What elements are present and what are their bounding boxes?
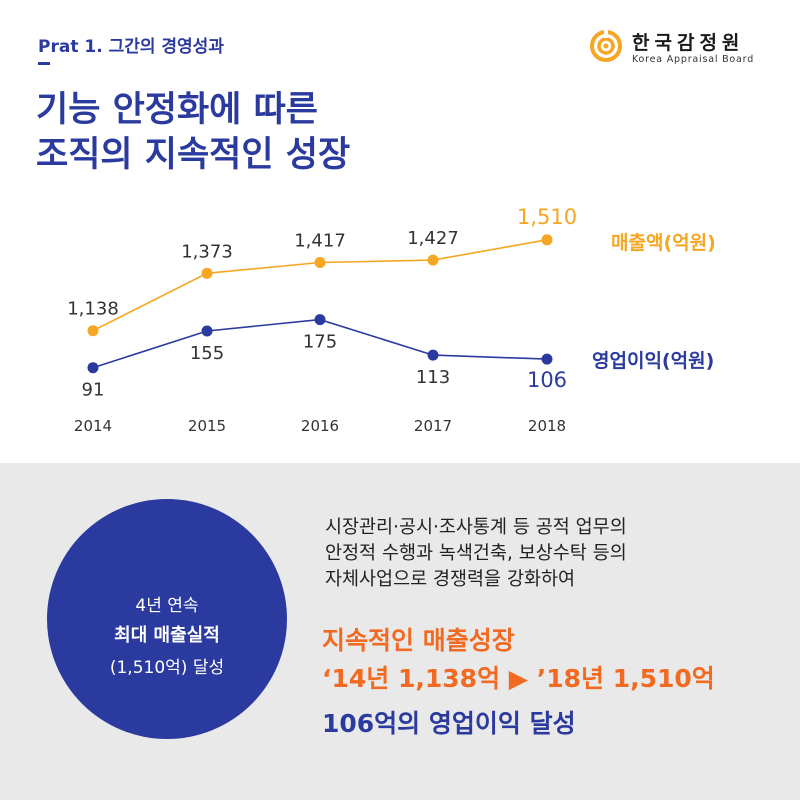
- kab-logo: 한국감정원 Korea Appraisal Board: [590, 26, 780, 68]
- legend-sales: 매출액(억원): [611, 232, 716, 254]
- profit-point-2018: [541, 353, 553, 365]
- legend-profit: 영업이익(억원): [592, 350, 714, 372]
- circle-line-2: 최대 매출실적: [114, 625, 220, 646]
- title-line-2: 조직의 지속적인 성장: [36, 135, 351, 175]
- sales-growth-highlight: 지속적인 매출성장 ‘14년 1,138억 ▶ ’18년 1,510억: [322, 622, 715, 698]
- sales-point-2017: [427, 254, 439, 266]
- profit-point-2017: [427, 349, 439, 361]
- section-label: Prat 1. 그간의 경영성과: [38, 37, 224, 57]
- profit-label-2018: 106: [527, 368, 567, 392]
- profit-label-2015: 155: [190, 343, 224, 364]
- title-line-1: 기능 안정화에 따른: [36, 90, 318, 130]
- sales-label-2014: 1,138: [67, 299, 119, 320]
- description-line-2: 안정적 수행과 녹색건축, 보상수탁 등의: [325, 543, 627, 564]
- x-tick-2015: 2015: [188, 417, 226, 435]
- x-tick-2018: 2018: [528, 417, 566, 435]
- sales-label-2015: 1,373: [181, 241, 233, 262]
- circle-line-3: (1,510억) 달성: [109, 658, 225, 678]
- profit-point-2015: [201, 325, 213, 337]
- description-text: 시장관리·공시·조사통계 등 공적 업무의 안정적 수행과 녹색건축, 보상수탁…: [325, 515, 627, 593]
- page-title: 기능 안정화에 따른 조직의 지속적인 성장: [36, 88, 350, 178]
- top-section: Prat 1. 그간의 경영성과 기능 안정화에 따른 조직의 지속적인 성장 …: [36, 26, 780, 435]
- performance-line-chart: 1,138 1,373 1,417 1,427 1,510 91 155 175 113 106 2…: [67, 205, 716, 435]
- operating-profit-highlight: 106억의 영업이익 달성: [322, 709, 576, 738]
- profit-label-2014: 91: [82, 380, 105, 401]
- sales-point-2016: [314, 257, 326, 268]
- x-tick-2014: 2014: [74, 417, 112, 435]
- profit-point-2016: [314, 314, 326, 326]
- profit-label-2016: 175: [303, 332, 337, 353]
- profit-label-2017: 113: [416, 367, 450, 388]
- x-tick-2017: 2017: [414, 417, 452, 435]
- highlight-line-2: ‘14년 1,138억 ▶ ’18년 1,510억: [322, 664, 715, 693]
- logo-subtitle: Korea Appraisal Board: [632, 54, 755, 65]
- profit-point-2014: [87, 362, 99, 374]
- sales-point-2018: [541, 234, 553, 246]
- sales-point-2014: [87, 325, 99, 337]
- sales-point-2015: [201, 267, 213, 279]
- description-line-1: 시장관리·공시·조사통계 등 공적 업무의: [325, 517, 627, 538]
- logo-name: 한국감정원: [632, 32, 745, 54]
- circle-line-1: 4년 연속: [135, 596, 199, 616]
- kab-emblem-icon: [590, 30, 622, 62]
- x-tick-2016: 2016: [301, 417, 339, 435]
- sales-label-2016: 1,417: [294, 231, 346, 252]
- achievement-circle: 4년 연속 최대 매출실적 (1,510억) 달성: [47, 499, 287, 739]
- section-underline: [38, 62, 50, 65]
- sales-label-2017: 1,427: [407, 228, 459, 249]
- sales-label-2018: 1,510: [517, 205, 577, 229]
- highlight-line-1: 지속적인 매출성장: [322, 626, 515, 655]
- description-line-3: 자체사업으로 경쟁력을 강화하여: [325, 569, 576, 590]
